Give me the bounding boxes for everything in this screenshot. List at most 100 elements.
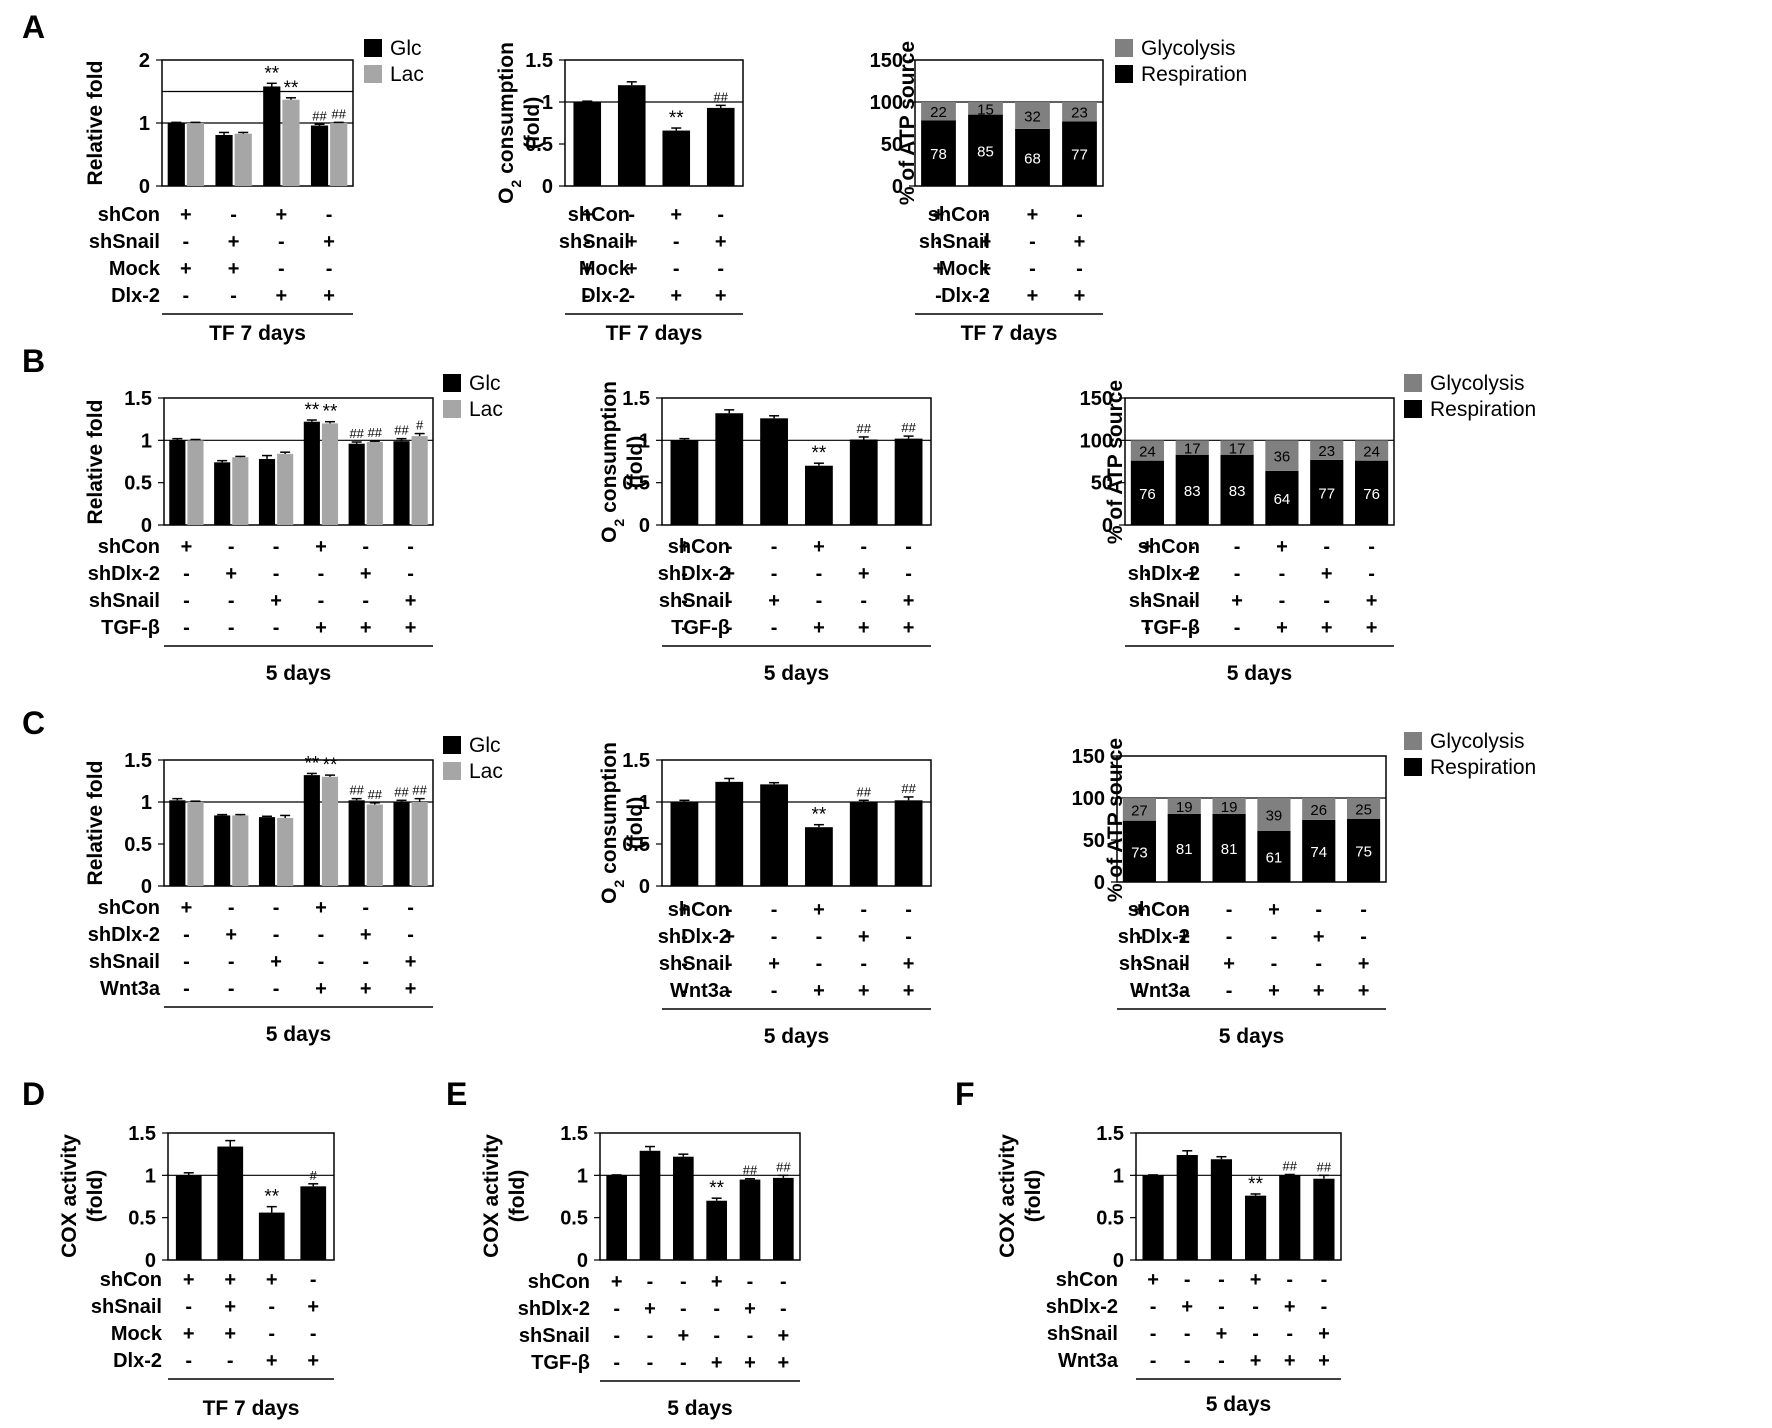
significance-mark: ## [1283,1158,1298,1173]
condition-label: shSnail [89,231,160,253]
condition-sign: - [1271,953,1278,975]
condition-sign: - [647,1271,654,1293]
condition-label: shSnail [89,590,160,612]
condition-sign: + [723,926,735,948]
bar [232,457,249,525]
significance-mark: ## [412,783,427,798]
bar [187,440,204,525]
condition-sign: - [1286,1269,1293,1291]
condition-sign: - [183,563,190,585]
bar [258,458,276,525]
legend-swatch [1404,374,1422,392]
value-label-respiration: 68 [1024,150,1041,167]
condition-sign: + [1134,899,1146,921]
value-label-respiration: 76 [1363,486,1380,503]
condition-label: shSnail [1047,1323,1118,1345]
significance-mark: ## [394,784,409,799]
y-axis-label-line: COX activity [996,1134,1019,1258]
condition-sign: - [1360,899,1367,921]
y-tick-label: 0 [141,876,152,898]
condition-sign: - [185,1350,192,1372]
bar [214,462,231,525]
condition-sign: + [611,1271,623,1293]
condition-sign: + [1276,617,1288,639]
y-tick-label: 0 [139,176,150,198]
condition-sign: + [768,590,780,612]
condition-sign: - [1368,536,1375,558]
condition-label: shCon [98,204,160,226]
bar-respiration [1062,121,1097,186]
condition-sign: - [1076,204,1083,226]
condition-sign: - [1252,1296,1259,1318]
y-tick-label: 0 [1094,872,1105,894]
bar [214,815,231,886]
bar [1176,1155,1198,1260]
condition-sign: + [711,1271,723,1293]
condition-sign: + [813,536,825,558]
value-label-glycolysis: 26 [1310,802,1327,819]
condition-sign: - [228,978,235,1000]
value-label-respiration: 74 [1310,844,1327,861]
condition-sign: - [278,258,285,280]
condition-sign: + [405,617,417,639]
condition-sign: + [315,536,327,558]
significance-mark: ## [349,783,364,798]
condition-label: Mock [109,258,161,280]
condition-sign: - [1218,1296,1225,1318]
condition-sign: + [1074,231,1086,253]
y-axis-label-part: consumption [598,381,621,519]
condition-sign: + [1358,980,1370,1002]
panel-label: D [22,1076,45,1112]
condition-label: Mock [939,258,991,280]
bar [706,107,735,186]
significance-mark: ## [1317,1159,1332,1174]
condition-sign: + [1313,926,1325,948]
condition-sign: - [771,617,778,639]
bar [760,784,788,886]
condition-sign: - [407,563,414,585]
y-axis-label: % of ATP source [896,41,919,205]
plot-frame [167,1132,335,1261]
legend-swatch [443,374,461,392]
condition-label: shDlx-2 [658,563,730,585]
condition-sign: + [903,980,915,1002]
condition-sign: - [228,617,235,639]
legend-label: Glycolysis [1141,37,1236,60]
legend-label: Glycolysis [1430,372,1525,395]
condition-sign: + [360,978,372,1000]
y-tick-label: 1 [577,1165,588,1187]
panel-label: E [446,1076,467,1112]
condition-sign: - [713,1298,720,1320]
condition-sign: - [1252,1323,1259,1345]
y-axis-label-line: % of ATP source [1104,738,1127,902]
y-tick-label: 1.5 [1096,1123,1124,1145]
condition-sign: + [1366,590,1378,612]
condition-sign: + [224,1269,236,1291]
value-label-glycolysis: 23 [1071,105,1088,122]
bar-respiration [921,120,956,186]
y-tick-label: 1.5 [128,1123,156,1145]
condition-sign: - [681,926,688,948]
significance-mark: ## [743,1163,758,1178]
condition-sign: - [273,978,280,1000]
condition-sign: - [185,1296,192,1318]
condition-sign: - [228,536,235,558]
y-axis-label-line: (fold) [1022,1170,1045,1222]
condition-sign: + [813,899,825,921]
bar-respiration [1122,820,1157,882]
bar [411,436,428,525]
panel-a2: 00.511.5O2 consumption (fold) **##shCon+ - +… [495,42,744,345]
y-axis-label: Relative fold [84,400,107,525]
group-label: TF 7 days [203,1397,300,1420]
group-label: 5 days [764,662,829,685]
y-axis-label: O2 consumption (fold) [598,742,647,904]
condition-sign: + [670,204,682,226]
condition-sign: - [1136,926,1143,948]
bar [263,86,281,186]
condition-sign: - [681,980,688,1002]
legend-swatch [1404,400,1422,418]
bar [321,776,339,886]
condition-sign: + [360,617,372,639]
condition-sign: - [228,897,235,919]
